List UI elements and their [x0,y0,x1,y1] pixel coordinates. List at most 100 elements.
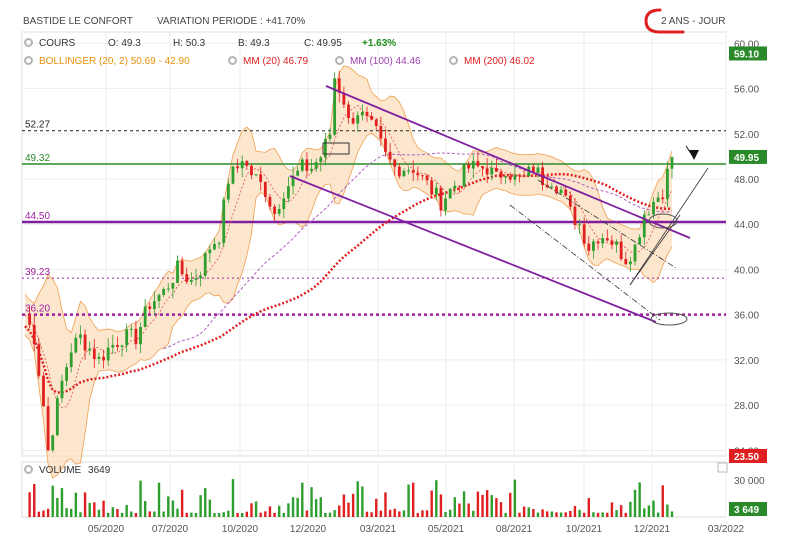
candle-body [462,164,466,187]
volume-bar [37,511,41,517]
candle-body [619,241,623,260]
level-label: 52.27 [25,120,50,131]
candle-body [573,206,577,225]
candle-body [661,197,665,200]
volume-bar [435,480,438,517]
gear-icon[interactable] [228,56,237,65]
candle-body [347,104,350,119]
x-tick-label: 10/2020 [222,524,259,535]
volume-bar [495,498,498,517]
candle-body [568,195,572,207]
cours-legend[interactable]: COURS [24,38,75,49]
volume-bar [65,508,68,517]
candle-body [102,356,105,361]
volume-bar [351,493,355,517]
volume-bar [606,512,609,517]
volume-bar [130,511,133,517]
candle-body [263,181,267,197]
volume-bar [550,511,554,517]
volume-axis-label: 30 000 [734,476,765,487]
bollinger-upper [24,65,673,334]
candle-body [342,92,346,105]
volume-bar [573,505,577,517]
volume-bar [231,479,235,517]
candle-body [356,115,360,124]
gear-icon[interactable] [335,56,344,65]
volume-bar [546,511,549,517]
candle-body [37,344,41,376]
candle-body [642,214,646,238]
arrow-head [689,150,699,160]
mm100-legend[interactable]: MM (100) 44.46 [335,56,421,67]
volume-bar [643,508,646,517]
candle-body [323,138,327,158]
candle-body [189,279,193,282]
candle-body [319,157,323,163]
volume-bar [532,508,535,517]
candle-body [51,435,55,451]
volume-bar [425,510,429,517]
candle-body [518,175,521,177]
gear-icon[interactable] [24,56,33,65]
x-tick-label: 12/2021 [634,524,671,535]
volume-bar [88,503,91,517]
volume-bar [481,494,484,517]
mm200-line [24,172,673,394]
volume-bar [185,512,188,517]
candle-body [296,170,300,176]
volume-bar [56,497,59,517]
volume-bar [647,505,651,517]
bollinger-lower [24,132,673,479]
mm20-legend[interactable]: MM (20) 46.79 [228,56,308,67]
price-badge [729,149,767,164]
candle-body [434,187,438,195]
volume-bar [624,512,627,517]
volume-bar [171,500,175,517]
period-highlight [644,8,685,34]
candle-body [134,328,138,345]
candle-body [508,176,512,180]
candle-body [536,167,540,173]
y-tick-label: 48.00 [734,175,759,186]
volume-bar [199,495,202,517]
volume-bar [241,512,244,517]
candle-body [74,337,78,353]
gear-icon[interactable] [449,56,458,65]
gear-icon[interactable] [24,38,33,47]
volume-bar [93,502,96,517]
volume-legend[interactable]: VOLUME 3649 [24,465,110,476]
volume-bar [619,505,623,517]
volume-bar [180,489,184,517]
candle-body [656,197,660,202]
candle-body [217,243,221,245]
y-tick-label: 52.00 [734,130,759,141]
bollinger-legend[interactable]: BOLLINGER (20, 2) 50.69 - 42.90 [24,56,190,67]
volume-bar [333,510,336,517]
volume-value: 3649 [88,465,111,476]
candle-body [46,406,50,451]
volume-bar [509,492,512,517]
candle-body [411,170,415,173]
close-icon[interactable] [24,465,33,474]
mm200-legend[interactable]: MM (200) 46.02 [449,56,535,67]
candle-body [458,185,461,187]
candle-body [305,159,309,171]
volume-bar [462,491,466,517]
volume-bar [204,488,207,517]
candle-body [250,165,253,176]
candle-body [28,314,32,325]
volume-bar [106,512,110,517]
volume-bar [467,503,470,517]
y-tick-label: 60.00 [734,39,759,50]
candle-body [69,352,73,368]
volume-bar [287,503,290,517]
volume-bar [97,509,101,517]
candle-body [416,172,420,176]
period-selector[interactable]: 2 ANS - JOUR [661,16,726,27]
candle-body [176,260,179,283]
candle-body [139,326,142,345]
candle-body [513,175,517,180]
volume-bar [46,508,50,517]
high-value: H: 50.3 [173,38,206,49]
candle-body [273,206,276,214]
